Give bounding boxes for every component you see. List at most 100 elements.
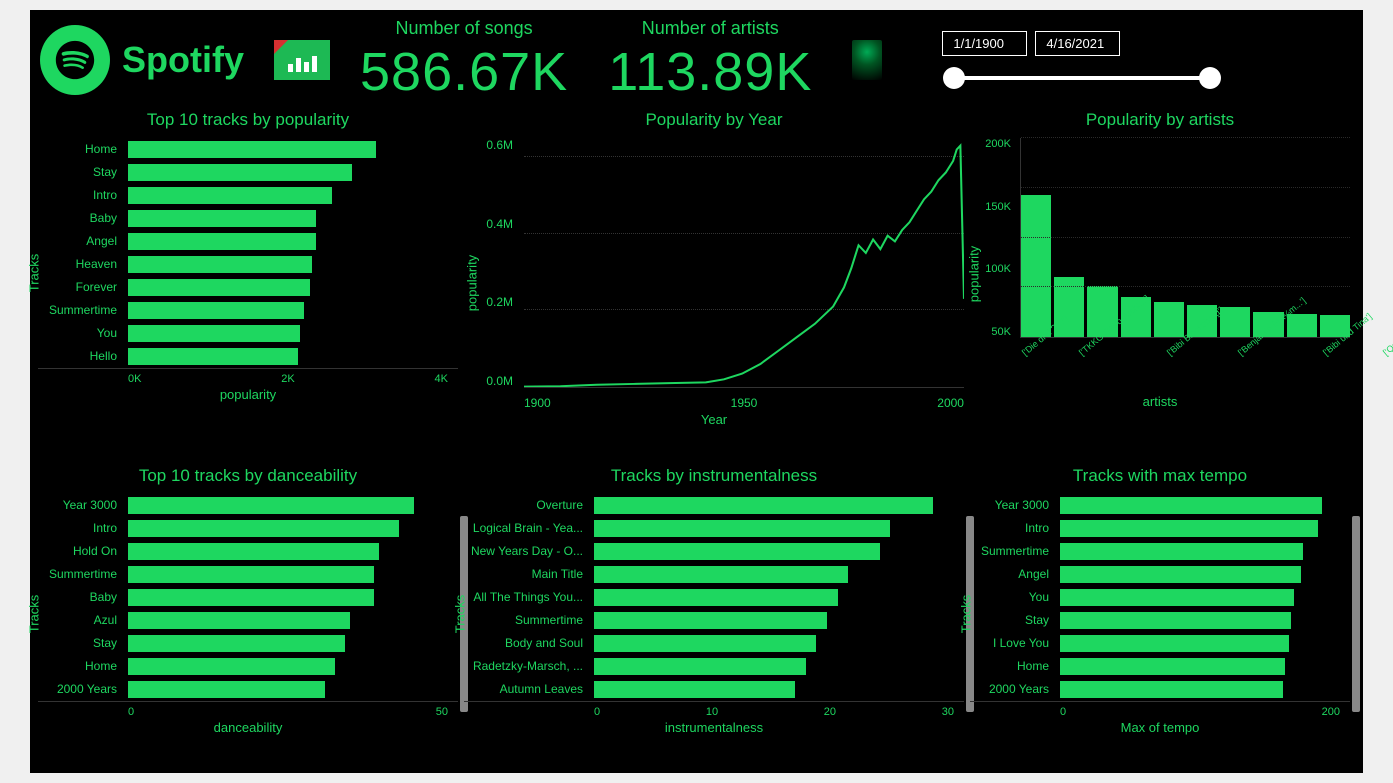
bar-label: You [38,326,123,340]
bar-label: Stay [970,613,1055,627]
bar[interactable] [128,497,414,514]
bar[interactable] [128,233,316,250]
hbar-chart: Year 3000IntroHold OnSummertimeBabyAzulS… [38,494,458,700]
bar-label: Hold On [38,544,123,558]
hbar-row: Summertime [1060,540,1340,562]
bar[interactable] [128,566,374,583]
tick-label: 2K [281,373,294,385]
bar-label: Stay [38,636,123,650]
bar[interactable] [128,612,350,629]
hbar-row: Azul [128,609,448,631]
hbar-row: Autumn Leaves [594,678,954,700]
bar[interactable] [594,497,933,514]
bar[interactable] [1060,566,1301,583]
bar[interactable] [128,543,379,560]
bar[interactable] [128,348,298,365]
tick-label: 0 [1060,706,1066,718]
bar-label: Hello [38,349,123,363]
bar[interactable] [1060,612,1291,629]
tick-label: 200K [970,138,1011,150]
bar-label: New Years Day - O... [464,544,589,558]
bar[interactable] [594,520,890,537]
panel-top-popularity: Top 10 tracks by popularity Tracks HomeS… [38,110,458,460]
panel-popularity-year: Popularity by Year popularity 0.0M0.2M0.… [464,110,964,460]
bar[interactable] [128,302,304,319]
bar[interactable] [128,164,352,181]
bar[interactable] [1060,543,1303,560]
chart-title: Tracks by instrumentalness [464,466,964,486]
bar[interactable] [594,635,816,652]
hbar-row: Heaven [128,253,448,275]
bar[interactable] [128,589,374,606]
hbar-row: Intro [128,184,448,206]
scrollbar[interactable] [1352,516,1360,712]
bar[interactable] [594,612,827,629]
bar[interactable] [594,589,838,606]
bar-label: Main Title [464,567,589,581]
hbar-row: Forever [128,276,448,298]
bar-label: Summertime [464,613,589,627]
hbar-row: I Love You [1060,632,1340,654]
bar[interactable] [594,543,880,560]
hbar-row: Home [1060,655,1340,677]
hbar-row: Hold On [128,540,448,562]
bar[interactable] [1060,635,1289,652]
bar-label: Angel [38,234,123,248]
bar[interactable] [128,325,300,342]
x-axis-label: danceability [38,720,458,735]
bar-label: Intro [970,521,1055,535]
bar[interactable] [128,635,345,652]
bar[interactable] [128,187,332,204]
bar[interactable] [128,658,335,675]
x-axis-label: Max of tempo [970,720,1350,735]
hbar-row: Baby [128,207,448,229]
bar[interactable] [594,658,806,675]
bar-label: Home [38,142,123,156]
hbar-row: Hello [128,345,448,367]
tick-label: 0 [128,706,134,718]
bar-label: Summertime [38,567,123,581]
hbar-row: Baby [128,586,448,608]
bar[interactable] [1060,520,1318,537]
bar[interactable] [594,681,795,698]
bar[interactable] [128,256,312,273]
date-to-input[interactable] [1035,31,1120,56]
slider-thumb-right[interactable] [1199,67,1221,89]
bar[interactable] [1060,658,1285,675]
hbar-row: Radetzky-Marsch, ... [594,655,954,677]
bar[interactable] [1060,681,1283,698]
bar[interactable] [594,566,848,583]
kpi-songs: Number of songs 586.67K [360,18,568,103]
bar[interactable] [128,520,399,537]
bar[interactable] [128,141,376,158]
bar[interactable] [128,210,316,227]
hbar-row: Stay [128,161,448,183]
bar-label: Summertime [38,303,123,317]
x-axis-label: instrumentalness [464,720,964,735]
hbar-chart: OvertureLogical Brain - Yea...New Years … [464,494,964,700]
bar[interactable] [128,681,325,698]
panel-max-tempo: Tracks with max tempo Tracks Year 3000In… [970,466,1350,766]
tick-label: 0 [594,706,600,718]
hbar-row: Home [128,655,448,677]
slider-thumb-left[interactable] [943,67,965,89]
hbar-row: Logical Brain - Yea... [594,517,954,539]
hbar-row: 2000 Years [128,678,448,700]
date-filter [942,31,1353,90]
hbar-row: Angel [128,230,448,252]
tick-label: 1950 [731,396,758,410]
chart-title: Top 10 tracks by popularity [38,110,458,130]
date-from-input[interactable] [942,31,1027,56]
chart-tile-icon[interactable] [274,40,330,80]
date-range-slider[interactable] [942,66,1222,90]
bar-label: Body and Soul [464,636,589,650]
bar-label: Summertime [970,544,1055,558]
tick-label: 50K [970,326,1011,338]
hbar-row: Angel [1060,563,1340,585]
bar[interactable] [1060,497,1322,514]
bar[interactable] [128,279,310,296]
bar[interactable] [1021,195,1051,337]
hbar-row: Body and Soul [594,632,954,654]
bar[interactable] [1060,589,1294,606]
bar-label: Intro [38,188,123,202]
